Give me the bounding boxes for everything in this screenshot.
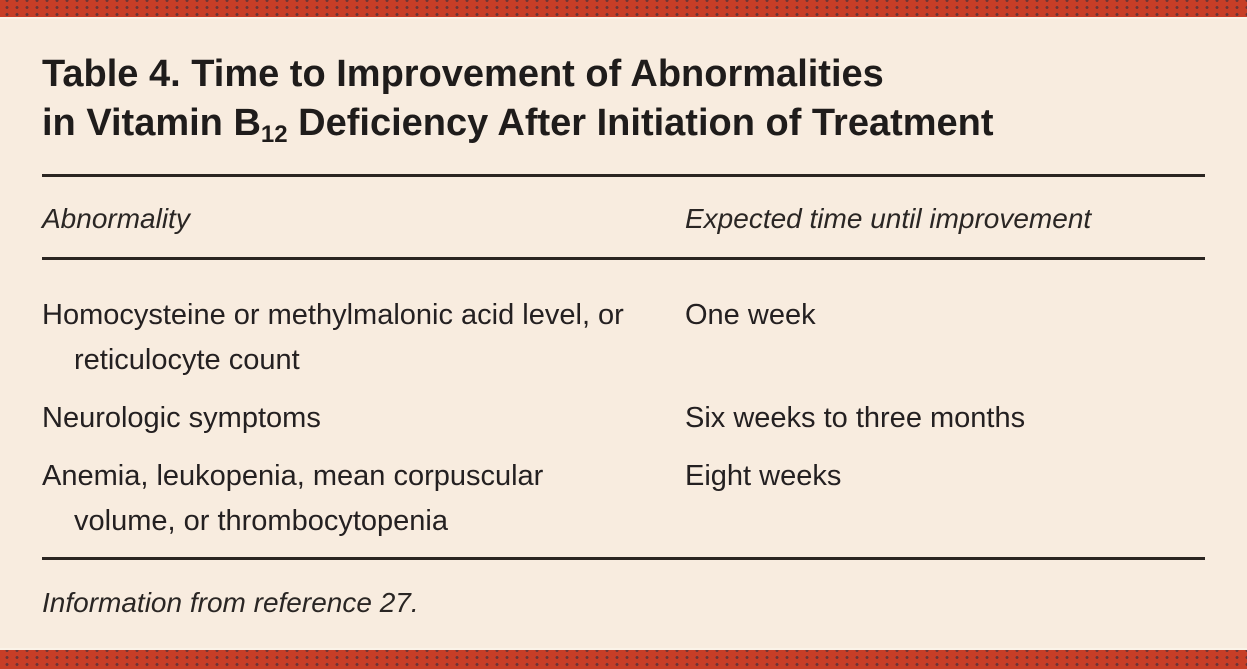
table-title-line2-suffix: Deficiency After Initiation of Treatment — [287, 102, 994, 144]
abnormality-text: Homocysteine or methylmalonic acid level… — [42, 299, 624, 376]
table-title-line2-prefix: in Vitamin B — [42, 102, 261, 144]
column-header-expected-time: Expected time until improvement — [685, 203, 1092, 234]
rule-under-title — [42, 174, 1205, 177]
cell-abnormality: Homocysteine or methylmalonic acid level… — [42, 293, 685, 383]
source-footnote: Information from reference 27. — [42, 587, 419, 618]
cell-abnormality: Anemia, leukopenia, mean corpuscular vol… — [42, 454, 685, 544]
cell-expected-time: Six weeks to three months — [685, 402, 1026, 434]
rule-above-footnote — [42, 557, 1205, 560]
bottom-accent-bar — [0, 648, 1247, 669]
table-row: Homocysteine or methylmalonic acid level… — [42, 293, 1205, 383]
table-title-line1: Table 4. Time to Improvement of Abnormal… — [42, 53, 884, 95]
column-header-abnormality: Abnormality — [42, 203, 190, 234]
abnormality-text: Neurologic symptoms — [42, 402, 321, 434]
table-content: Table 4. Time to Improvement of Abnormal… — [0, 19, 1247, 621]
table-row: Anemia, leukopenia, mean corpuscular vol… — [42, 454, 1205, 544]
cell-abnormality: Neurologic symptoms — [42, 396, 685, 441]
top-accent-bar — [0, 0, 1247, 19]
table-title: Table 4. Time to Improvement of Abnormal… — [42, 50, 1205, 148]
abnormality-text: Anemia, leukopenia, mean corpuscular vol… — [42, 460, 544, 537]
table-body: Homocysteine or methylmalonic acid level… — [42, 260, 1205, 544]
table-header-row: Abnormality Expected time until improvem… — [42, 177, 1205, 237]
cell-expected-time: One week — [685, 299, 816, 331]
vitamin-b12-subscript: 12 — [260, 121, 288, 148]
table-row: Neurologic symptoms Six weeks to three m… — [42, 396, 1205, 441]
rule-under-header — [42, 257, 1205, 260]
cell-expected-time: Eight weeks — [685, 460, 842, 492]
